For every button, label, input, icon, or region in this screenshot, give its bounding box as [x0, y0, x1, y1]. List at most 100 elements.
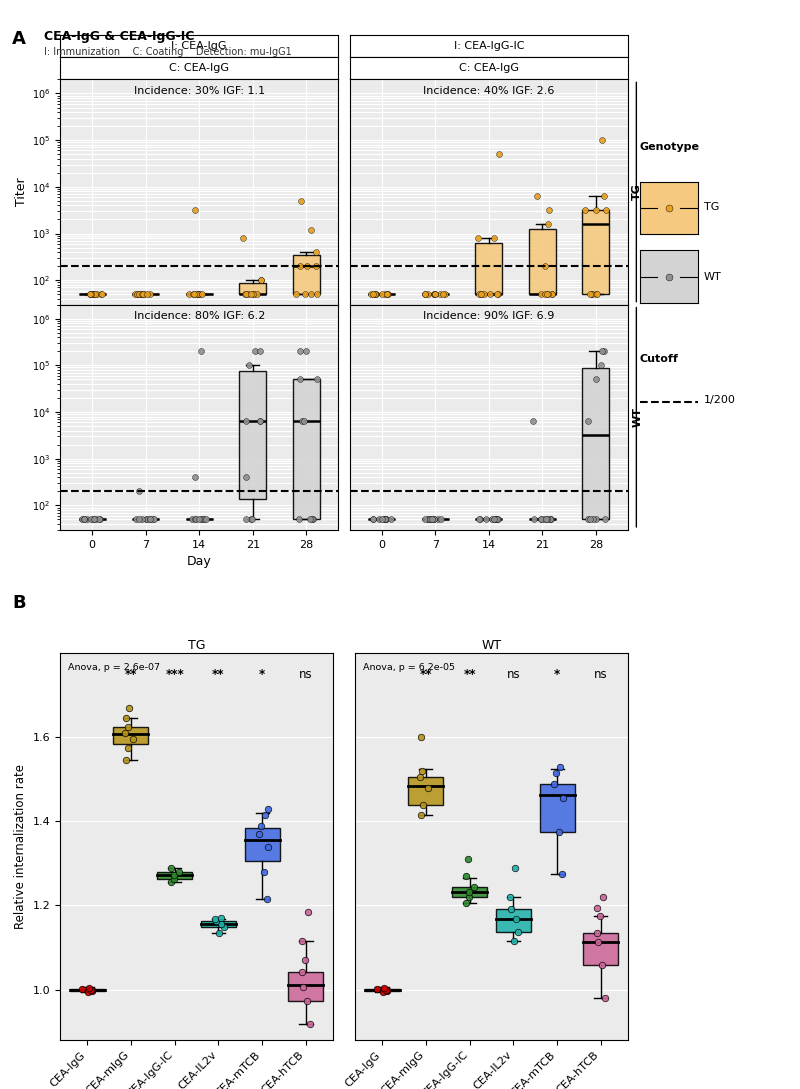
Point	[538, 257, 551, 274]
Point	[546, 285, 559, 303]
Point	[414, 769, 426, 786]
Point	[193, 511, 206, 528]
Point	[191, 285, 204, 303]
Point	[189, 201, 202, 219]
Point	[83, 980, 96, 998]
Point	[427, 511, 440, 528]
Bar	[245, 828, 280, 861]
PathPatch shape	[239, 283, 266, 294]
Point	[245, 285, 258, 303]
Point	[194, 343, 207, 360]
PathPatch shape	[582, 210, 610, 294]
Point	[298, 413, 310, 430]
Text: ns: ns	[299, 668, 313, 681]
Point	[530, 187, 543, 205]
Point	[296, 963, 309, 980]
Point	[586, 285, 598, 303]
Point	[253, 825, 266, 843]
Point	[463, 889, 476, 906]
Point	[539, 285, 552, 303]
Point	[427, 511, 440, 528]
Point	[86, 285, 99, 303]
Point	[298, 952, 311, 969]
Point	[119, 710, 132, 727]
PathPatch shape	[239, 370, 266, 499]
Point	[595, 956, 608, 974]
Point	[86, 511, 99, 528]
Point	[254, 413, 266, 430]
Point	[467, 878, 480, 895]
Point	[369, 285, 382, 303]
Point	[436, 285, 449, 303]
Title: WT: WT	[482, 639, 502, 652]
Point	[165, 860, 178, 878]
Point	[258, 864, 271, 881]
Point	[197, 511, 210, 528]
Point	[375, 511, 388, 528]
Point	[594, 907, 606, 925]
Point	[590, 285, 603, 303]
Point	[194, 285, 206, 303]
Point	[543, 201, 556, 219]
Point	[492, 511, 505, 528]
Point	[428, 285, 441, 303]
Point	[294, 257, 306, 274]
Bar	[70, 989, 105, 991]
Bar	[365, 989, 399, 991]
Point	[84, 981, 97, 999]
Point	[459, 867, 472, 884]
Point	[301, 992, 314, 1010]
Point	[304, 285, 317, 303]
Point	[246, 285, 259, 303]
Point	[191, 285, 204, 303]
Point	[294, 192, 307, 209]
Point	[595, 343, 608, 360]
Point	[385, 511, 398, 528]
Point	[586, 511, 599, 528]
Point	[474, 285, 487, 303]
Text: WT: WT	[704, 271, 722, 282]
Point	[491, 285, 504, 303]
Point	[427, 285, 440, 303]
Bar	[114, 726, 148, 744]
Point	[542, 216, 554, 233]
Point	[597, 889, 610, 906]
Point	[215, 916, 228, 933]
Text: Anova, p = 2.6e-07: Anova, p = 2.6e-07	[68, 663, 160, 672]
Point	[472, 230, 485, 247]
Point	[377, 983, 390, 1001]
PathPatch shape	[293, 379, 320, 519]
Point	[248, 343, 261, 360]
Point	[598, 989, 611, 1006]
Point	[370, 980, 383, 998]
Point	[543, 511, 556, 528]
Point	[378, 511, 391, 528]
Point	[379, 511, 392, 528]
Point	[214, 909, 227, 927]
Point	[78, 511, 90, 528]
Point	[186, 511, 198, 528]
Point	[121, 718, 134, 735]
Text: I: Immunization    C: Coating    Detection: mu-IgG1: I: Immunization C: Coating Detection: mu…	[44, 47, 292, 57]
Point	[119, 724, 132, 742]
Point	[509, 859, 522, 877]
Point	[199, 511, 212, 528]
Text: **: **	[463, 668, 476, 681]
Point	[86, 982, 98, 1000]
Point	[254, 817, 267, 834]
Point	[590, 898, 603, 916]
Point	[191, 285, 204, 303]
Point	[598, 187, 610, 205]
Bar	[496, 909, 531, 931]
Point	[301, 257, 314, 274]
Point	[582, 511, 595, 528]
Point	[474, 511, 486, 528]
Bar	[289, 971, 323, 1001]
Point	[422, 285, 434, 303]
Point	[542, 285, 554, 303]
Point	[429, 285, 442, 303]
Point	[414, 806, 427, 823]
Point	[295, 932, 308, 950]
Point	[239, 511, 252, 528]
Point	[303, 511, 316, 528]
